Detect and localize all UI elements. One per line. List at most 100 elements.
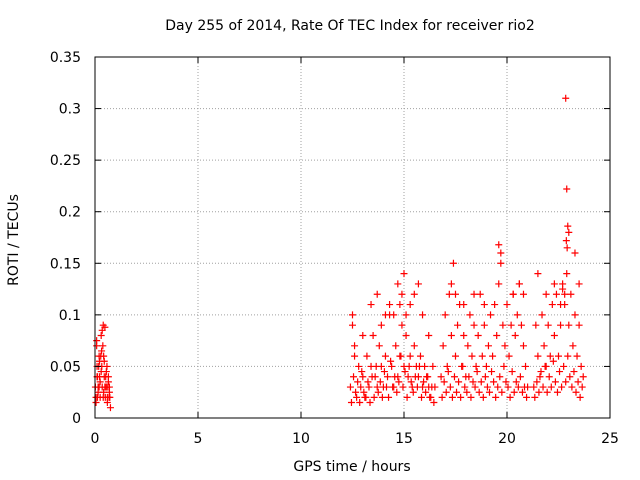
- data-point: [578, 383, 586, 391]
- data-point: [359, 331, 367, 339]
- tick-labels: 0 5 10 15 20 25 0 0.05 0.1 0.15 0.2 0.25 0.3 0.35: [50, 50, 619, 447]
- data-point: [467, 393, 475, 401]
- y-tick-label: 0.3: [59, 102, 81, 118]
- data-point: [349, 321, 356, 329]
- data-point: [573, 352, 581, 360]
- data-point: [474, 331, 482, 339]
- data-point: [475, 388, 483, 396]
- data-point: [362, 393, 370, 401]
- data-point: [364, 378, 372, 386]
- data-point: [395, 378, 403, 386]
- data-point: [563, 244, 571, 252]
- data-point: [558, 383, 566, 391]
- data-point: [560, 362, 568, 370]
- data-point: [373, 290, 381, 298]
- data-point: [550, 280, 558, 288]
- data-point: [349, 311, 356, 319]
- data-point: [523, 393, 531, 401]
- data-point: [101, 323, 109, 331]
- data-point: [416, 352, 424, 360]
- data-point: [424, 373, 432, 381]
- chart-title: Day 255 of 2014, Rate Of TEC Index for r…: [165, 18, 535, 34]
- data-point: [563, 185, 571, 193]
- data-point: [411, 373, 419, 381]
- data-point: [493, 331, 501, 339]
- data-point: [569, 342, 577, 350]
- y-tick-label: 0.15: [50, 256, 81, 272]
- y-tick-label: 0.1: [59, 308, 81, 324]
- data-point: [437, 373, 445, 381]
- data-point: [497, 259, 505, 267]
- data-point: [410, 342, 418, 350]
- data-point: [393, 388, 401, 396]
- data-point: [542, 290, 550, 298]
- data-point: [513, 311, 521, 319]
- data-point: [103, 399, 111, 407]
- data-point: [541, 362, 549, 370]
- data-point: [381, 352, 389, 360]
- data-point: [574, 378, 582, 386]
- data-point: [499, 321, 507, 329]
- x-tick-label: 25: [601, 431, 619, 447]
- data-point: [519, 342, 527, 350]
- data-point: [429, 362, 437, 370]
- data-point: [501, 342, 509, 350]
- data-point: [369, 331, 377, 339]
- data-point: [375, 342, 383, 350]
- data-point: [387, 357, 395, 365]
- data-point: [562, 237, 570, 245]
- data-point: [388, 362, 396, 370]
- x-tick-label: 0: [91, 431, 100, 447]
- data-point: [400, 270, 408, 278]
- data-point: [504, 383, 512, 391]
- data-point: [533, 378, 541, 386]
- data-point: [562, 378, 570, 386]
- data-point: [376, 378, 384, 386]
- data-point: [512, 378, 520, 386]
- data-point: [488, 368, 496, 376]
- data-point: [384, 373, 392, 381]
- data-point: [519, 290, 527, 298]
- data-point: [381, 311, 389, 319]
- data-point: [422, 388, 430, 396]
- data-point: [478, 352, 486, 360]
- grid-lines: [95, 57, 610, 418]
- data-point: [539, 383, 547, 391]
- data-point: [522, 362, 530, 370]
- data-point: [469, 378, 477, 386]
- data-point: [448, 393, 456, 401]
- data-point: [552, 290, 560, 298]
- data-point: [546, 352, 554, 360]
- data-point: [517, 321, 525, 329]
- data-point: [465, 373, 473, 381]
- x-axis-label: GPS time / hours: [293, 459, 410, 475]
- data-point: [564, 222, 572, 230]
- data-point: [370, 393, 378, 401]
- data-point: [452, 352, 459, 360]
- data-point: [352, 388, 360, 396]
- data-point: [401, 368, 409, 376]
- data-point: [392, 342, 400, 350]
- data-point: [398, 321, 406, 329]
- data-point: [521, 383, 529, 391]
- data-point: [530, 383, 538, 391]
- data-point: [561, 290, 569, 298]
- data-point: [483, 383, 491, 391]
- data-point: [454, 321, 462, 329]
- data-point: [389, 383, 397, 391]
- data-point: [419, 311, 427, 319]
- data-point: [420, 378, 428, 386]
- data-point: [548, 301, 556, 309]
- data-point: [537, 368, 545, 376]
- data-point: [514, 383, 522, 391]
- data-point: [549, 357, 557, 365]
- data-point: [98, 347, 106, 355]
- data-point: [351, 342, 359, 350]
- data-point: [494, 383, 502, 391]
- data-point: [531, 393, 539, 401]
- data-point: [404, 373, 412, 381]
- data-point: [386, 301, 394, 309]
- data-point: [557, 321, 565, 329]
- data-point: [491, 301, 499, 309]
